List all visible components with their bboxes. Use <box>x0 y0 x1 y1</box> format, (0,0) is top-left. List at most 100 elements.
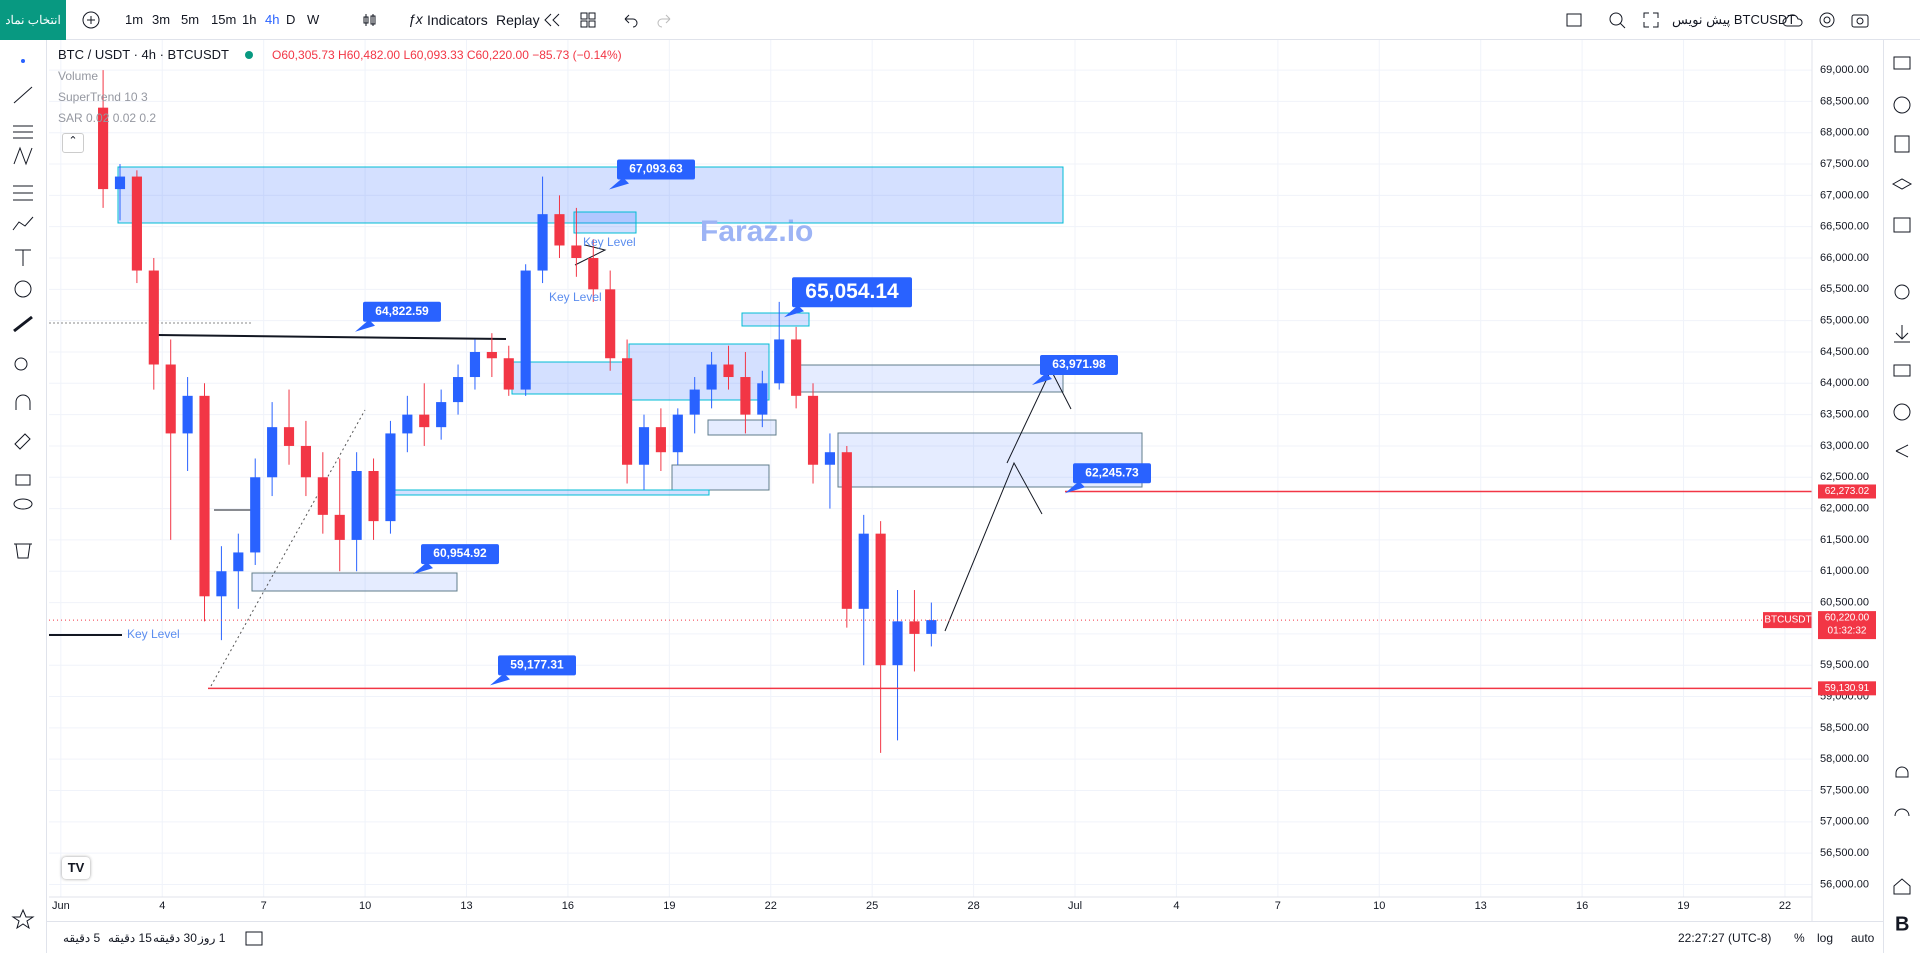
alerts[interactable] <box>1893 96 1911 114</box>
range-button[interactable]: 5 دقیقه <box>63 931 101 945</box>
chart-type-icon[interactable] <box>362 12 378 28</box>
interval-button[interactable]: 1h <box>242 12 257 27</box>
cloud-icon[interactable] <box>1782 12 1804 28</box>
symbol-button[interactable]: انتخاب نماد <box>0 0 66 40</box>
candle-body <box>469 351 481 378</box>
date-range-icon[interactable] <box>245 930 263 946</box>
interval-button[interactable]: 1m <box>125 12 144 27</box>
candle-body <box>588 258 599 290</box>
scale-option[interactable]: log <box>1817 931 1834 945</box>
card[interactable] <box>1893 364 1911 377</box>
arrow <box>574 244 607 266</box>
redo-icon[interactable] <box>657 12 673 28</box>
lock-tool[interactable] <box>15 474 31 486</box>
notifications[interactable] <box>1895 766 1909 778</box>
fullscreen-icon[interactable] <box>1566 12 1582 28</box>
undo-icon[interactable] <box>622 12 638 28</box>
delete-tool[interactable] <box>14 543 32 559</box>
zone <box>792 364 1064 393</box>
expand-icon[interactable] <box>1642 11 1660 29</box>
news[interactable] <box>1893 217 1911 233</box>
fib-tool[interactable] <box>13 125 33 139</box>
tv-logo[interactable]: TV <box>62 857 90 879</box>
y-tick-label: 61,000.00 <box>1820 565 1869 577</box>
settings[interactable] <box>1894 284 1910 300</box>
candle-body <box>892 621 903 666</box>
candle-body <box>875 533 886 666</box>
download[interactable] <box>1894 325 1910 343</box>
y-tick-label: 60,500.00 <box>1820 596 1869 608</box>
add-icon[interactable] <box>82 11 100 29</box>
notes[interactable] <box>1894 135 1910 153</box>
scale-option[interactable]: % <box>1794 931 1805 945</box>
replay-icon[interactable] <box>543 12 561 28</box>
interval-button[interactable]: 3m <box>152 12 171 27</box>
interval-button[interactable]: W <box>307 12 320 27</box>
range-button[interactable]: 1 روز <box>198 931 226 945</box>
x-tick-label: 4 <box>159 900 165 912</box>
callout-box <box>617 159 695 180</box>
candle-body <box>622 358 633 465</box>
callout-label: 67,093.63 <box>629 162 683 176</box>
hide-tool[interactable] <box>13 498 33 510</box>
measure-tool[interactable] <box>13 315 33 333</box>
left-toolbar <box>0 40 47 953</box>
share[interactable] <box>1895 444 1909 458</box>
interval-button[interactable]: 4h <box>265 12 280 27</box>
drawing-tools <box>11 59 35 930</box>
text-tool[interactable] <box>15 249 31 266</box>
stay-drawing-tool[interactable] <box>14 433 31 450</box>
candle-body <box>537 214 548 271</box>
y-tick-label: 63,000.00 <box>1820 440 1869 452</box>
scale-option[interactable]: auto <box>1851 931 1875 945</box>
collapse-button[interactable]: ⌃ <box>62 133 84 153</box>
candle-body <box>926 620 937 634</box>
zoom-tool[interactable] <box>14 357 28 371</box>
support[interactable] <box>1894 808 1910 817</box>
y-tick-label: 64,500.00 <box>1820 346 1869 358</box>
x-tick-label: Jul <box>1068 900 1082 912</box>
range-button[interactable]: 15 دقیقه <box>108 931 152 945</box>
brush-tool[interactable] <box>12 216 34 231</box>
indicators-button[interactable]: Indicators <box>427 12 488 28</box>
zone <box>671 464 770 491</box>
pattern-tool[interactable] <box>13 146 33 166</box>
home[interactable] <box>1893 878 1911 895</box>
callout-label: 64,822.59 <box>375 304 429 318</box>
callout-box <box>363 301 441 322</box>
favorites[interactable] <box>11 908 35 930</box>
interval-button[interactable]: 5m <box>181 12 200 27</box>
x-tick-label: 4 <box>1173 900 1179 912</box>
profile[interactable] <box>1893 403 1911 421</box>
range-button[interactable]: 30 دقیقه <box>153 931 197 945</box>
cursor-tool[interactable] <box>21 59 25 63</box>
callout-label: 62,245.73 <box>1085 465 1139 479</box>
y-tick-label: 68,000.00 <box>1820 127 1869 139</box>
brand-icon[interactable]: B <box>1895 913 1909 935</box>
fx-icon[interactable]: ƒx <box>408 11 423 27</box>
line-tool[interactable] <box>13 86 33 104</box>
interval-button[interactable]: D <box>286 12 296 27</box>
bottom-bar: 5 دقیقه 15 دقیقه 30 دقیقه 1 روز 22:27:27 (U… <box>47 921 1883 953</box>
interval-button[interactable]: 15m <box>211 12 237 27</box>
y-tick-label: 61,500.00 <box>1820 534 1869 546</box>
x-tick-label: 22 <box>1779 900 1791 912</box>
price-tag-label: 62,273.02 <box>1825 486 1870 497</box>
clock[interactable]: 22:27:27 (UTC-8) <box>1678 931 1772 945</box>
watchlist[interactable] <box>1893 56 1911 70</box>
layers[interactable] <box>1891 178 1913 190</box>
draft-name[interactable]: BTCUSDT پیش نویس <box>1672 12 1796 27</box>
settings-icon[interactable] <box>1818 11 1836 29</box>
forecast-tool[interactable] <box>13 185 33 201</box>
emoji-tool[interactable] <box>14 280 32 298</box>
callout-label: 59,177.31 <box>510 658 564 672</box>
magnet-tool[interactable] <box>15 394 31 410</box>
x-tick-label: 19 <box>663 900 675 912</box>
zoom-icon[interactable] <box>1608 11 1626 29</box>
camera-icon[interactable] <box>1851 11 1869 29</box>
price-axis-bg <box>1812 40 1883 921</box>
replay-button[interactable]: Replay <box>496 12 540 28</box>
symbol-tag <box>1763 612 1814 629</box>
candle-body <box>216 571 227 597</box>
layout-icon[interactable] <box>580 12 596 28</box>
